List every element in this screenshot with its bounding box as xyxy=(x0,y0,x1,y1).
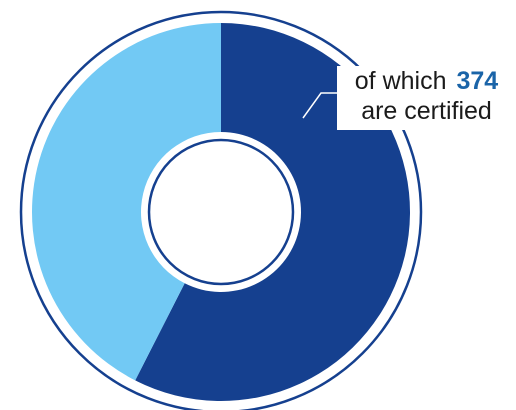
callout-value: 374 xyxy=(456,67,499,95)
callout-box: of which 374 are certified xyxy=(337,66,516,130)
callout-leader-line xyxy=(302,92,341,119)
callout-line-1: of which 374 xyxy=(337,66,516,96)
callout-prefix: of which xyxy=(354,67,447,95)
donut-slice-2 xyxy=(32,23,222,381)
inner-ring xyxy=(147,138,295,286)
callout-suffix: are certified xyxy=(361,97,492,125)
outer-ring xyxy=(19,10,423,410)
